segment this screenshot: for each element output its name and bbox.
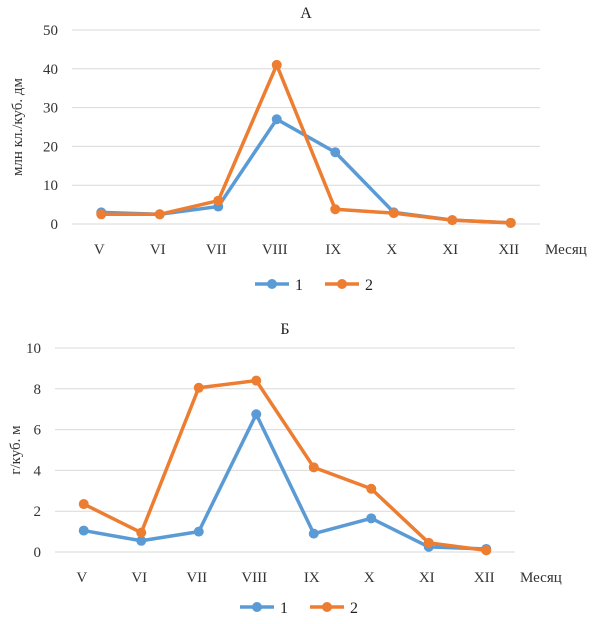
legend-marker [337, 279, 347, 289]
data-point [78, 525, 89, 536]
data-point [505, 217, 516, 228]
data-point [308, 528, 319, 539]
y-tick-label: 2 [34, 504, 42, 520]
data-point [136, 535, 147, 546]
legend-marker [252, 602, 262, 612]
y-tick-label: 0 [51, 217, 59, 233]
x-tick-label: VII [206, 242, 227, 258]
x-tick-label: X [364, 570, 375, 586]
legend-marker [322, 602, 332, 612]
y-tick-label: 6 [34, 423, 42, 439]
x-tick-label: IX [304, 570, 320, 586]
data-point [78, 499, 89, 510]
data-point [251, 409, 262, 420]
x-tick-label: VII [186, 570, 207, 586]
legend-label: 2 [365, 277, 373, 294]
data-point [96, 209, 107, 220]
y-tick-label: 50 [43, 23, 58, 39]
x-tick-label: XI [419, 570, 435, 586]
x-tick-label: VI [131, 570, 147, 586]
y-tick-label: 20 [43, 139, 58, 155]
data-point [193, 526, 204, 537]
x-tick-label: IX [325, 242, 341, 258]
y-axis-label: г/куб. м [8, 425, 24, 475]
x-tick-label: VIII [262, 242, 288, 258]
x-axis-label: Месяц [545, 242, 587, 258]
series-line-2 [99, 63, 513, 225]
series-line-1 [82, 412, 488, 551]
x-tick-label: VIII [241, 570, 267, 586]
data-point [193, 382, 204, 393]
legend-label: 1 [295, 277, 303, 294]
x-tick-label: VI [150, 242, 166, 258]
data-point [366, 513, 377, 524]
data-point [330, 204, 341, 215]
y-tick-label: 40 [43, 62, 58, 78]
data-point [366, 483, 377, 494]
x-tick-label: XII [474, 570, 495, 586]
data-point [447, 215, 458, 226]
y-tick-label: 8 [34, 382, 42, 398]
data-point [388, 208, 399, 219]
chart-1: А 0 10 20 30 40 50 V VI VII VIII IX X XI XII Месяц млн к… [10, 5, 587, 294]
data-point [213, 195, 224, 206]
data-point [308, 462, 319, 473]
data-point [251, 375, 262, 386]
data-point [330, 147, 341, 158]
legend-label: 1 [280, 600, 288, 617]
data-point [136, 527, 147, 538]
x-tick-label: XI [442, 242, 458, 258]
y-tick-label: 10 [26, 341, 41, 357]
chart-title: А [300, 5, 312, 22]
y-tick-label: 0 [34, 545, 42, 561]
chart-2: Б 0 2 4 6 8 10 V VI VII VIII IX X XI XII Месяц г/куб. м 1… [8, 321, 562, 617]
y-tick-label: 30 [43, 101, 58, 117]
y-tick-label: 4 [34, 463, 42, 479]
series-line-2 [82, 378, 488, 553]
chart-title: Б [280, 321, 289, 338]
x-tick-label: X [386, 242, 397, 258]
x-tick-label: V [76, 570, 87, 586]
x-tick-label: XII [498, 242, 519, 258]
x-tick-label: V [94, 242, 105, 258]
data-point [154, 209, 165, 220]
data-point [271, 114, 282, 125]
data-point [423, 537, 434, 548]
data-point [271, 59, 282, 70]
legend-marker [267, 279, 277, 289]
legend-label: 2 [350, 600, 358, 617]
y-tick-label: 10 [43, 178, 58, 194]
y-axis-label: млн кл./куб. дм [10, 77, 26, 176]
data-point [481, 545, 492, 556]
x-axis-label: Месяц [520, 570, 562, 586]
